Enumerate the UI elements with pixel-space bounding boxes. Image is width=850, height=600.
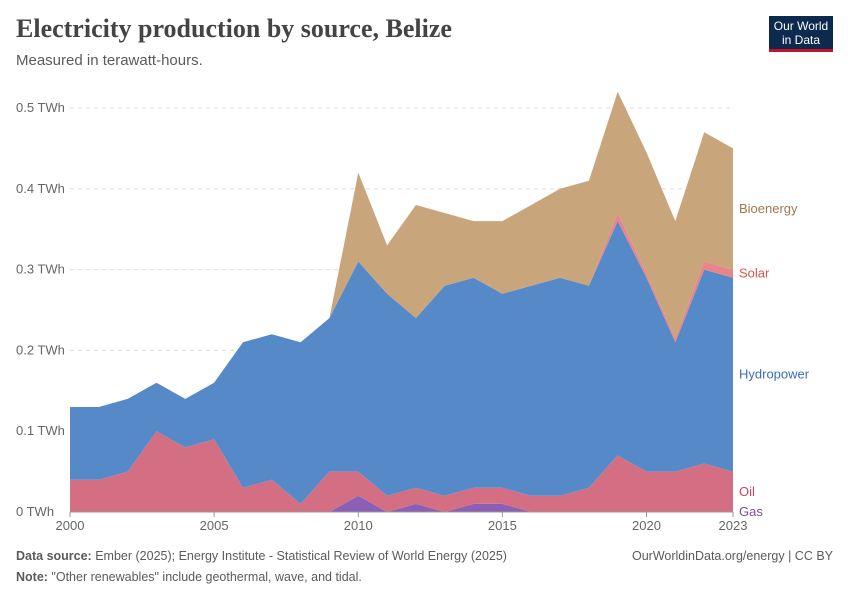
note-text: "Other renewables" include geothermal, w… [47, 570, 362, 584]
owid-logo[interactable]: Our World in Data [769, 16, 833, 52]
series-label-solar: Solar [739, 266, 770, 281]
area-gas [70, 495, 733, 512]
series-label-bioenergy: Bioenergy [739, 201, 798, 216]
x-tick-label: 2015 [488, 518, 517, 533]
chart-title: Electricity production by source, Belize [16, 14, 452, 43]
logo-line-2: in Data [781, 33, 821, 47]
source-label: Data source: [16, 549, 92, 563]
series-label-gas: Gas [739, 504, 763, 519]
x-axis: 2000 2005 2010 2015 2020 2023 [56, 511, 748, 533]
area-hydropower [70, 221, 733, 504]
source-text: Ember (2025); Energy Institute - Statist… [91, 549, 507, 563]
series-labels: Bioenergy Solar Hydropower Oil Gas [739, 201, 810, 519]
logo-line-1: Our World [773, 19, 829, 33]
stacked-areas [70, 91, 733, 512]
note-label: Note: [16, 570, 48, 584]
y-tick-label: 0.4 TWh [16, 181, 65, 196]
series-label-hydropower: Hydropower [739, 367, 810, 382]
area-oil [70, 431, 733, 512]
footnote: Note: "Other renewables" include geother… [16, 570, 362, 584]
y-axis: 0 TWh 0.1 TWh 0.2 TWh 0.3 TWh 0.4 TWh 0.5 TWh [16, 100, 65, 519]
area-bioenergy [70, 91, 733, 408]
series-label-oil: Oil [739, 484, 755, 499]
y-tick-label: 0.5 TWh [16, 100, 65, 115]
y-tick-label: 0.2 TWh [16, 342, 65, 357]
x-tick-label: 2020 [632, 518, 661, 533]
source-note: Data source: Ember (2025); Energy Instit… [16, 549, 507, 563]
x-tick-label: 2023 [719, 518, 748, 533]
source-url-link[interactable]: OurWorldinData.org/energy | CC BY [631, 549, 833, 563]
y-tick-label: 0 TWh [16, 504, 54, 519]
x-tick-label: 2000 [56, 518, 85, 533]
y-tick-label: 0.1 TWh [16, 423, 65, 438]
area-chart: 0 TWh 0.1 TWh 0.2 TWh 0.3 TWh 0.4 TWh 0.5 TWh… [16, 91, 810, 533]
x-tick-label: 2005 [200, 518, 229, 533]
x-tick-label: 2010 [344, 518, 373, 533]
chart-subtitle: Measured in terawatt-hours. [16, 52, 203, 69]
y-tick-label: 0.3 TWh [16, 262, 65, 277]
